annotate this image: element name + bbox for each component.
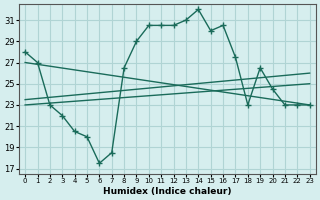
X-axis label: Humidex (Indice chaleur): Humidex (Indice chaleur) <box>103 187 232 196</box>
